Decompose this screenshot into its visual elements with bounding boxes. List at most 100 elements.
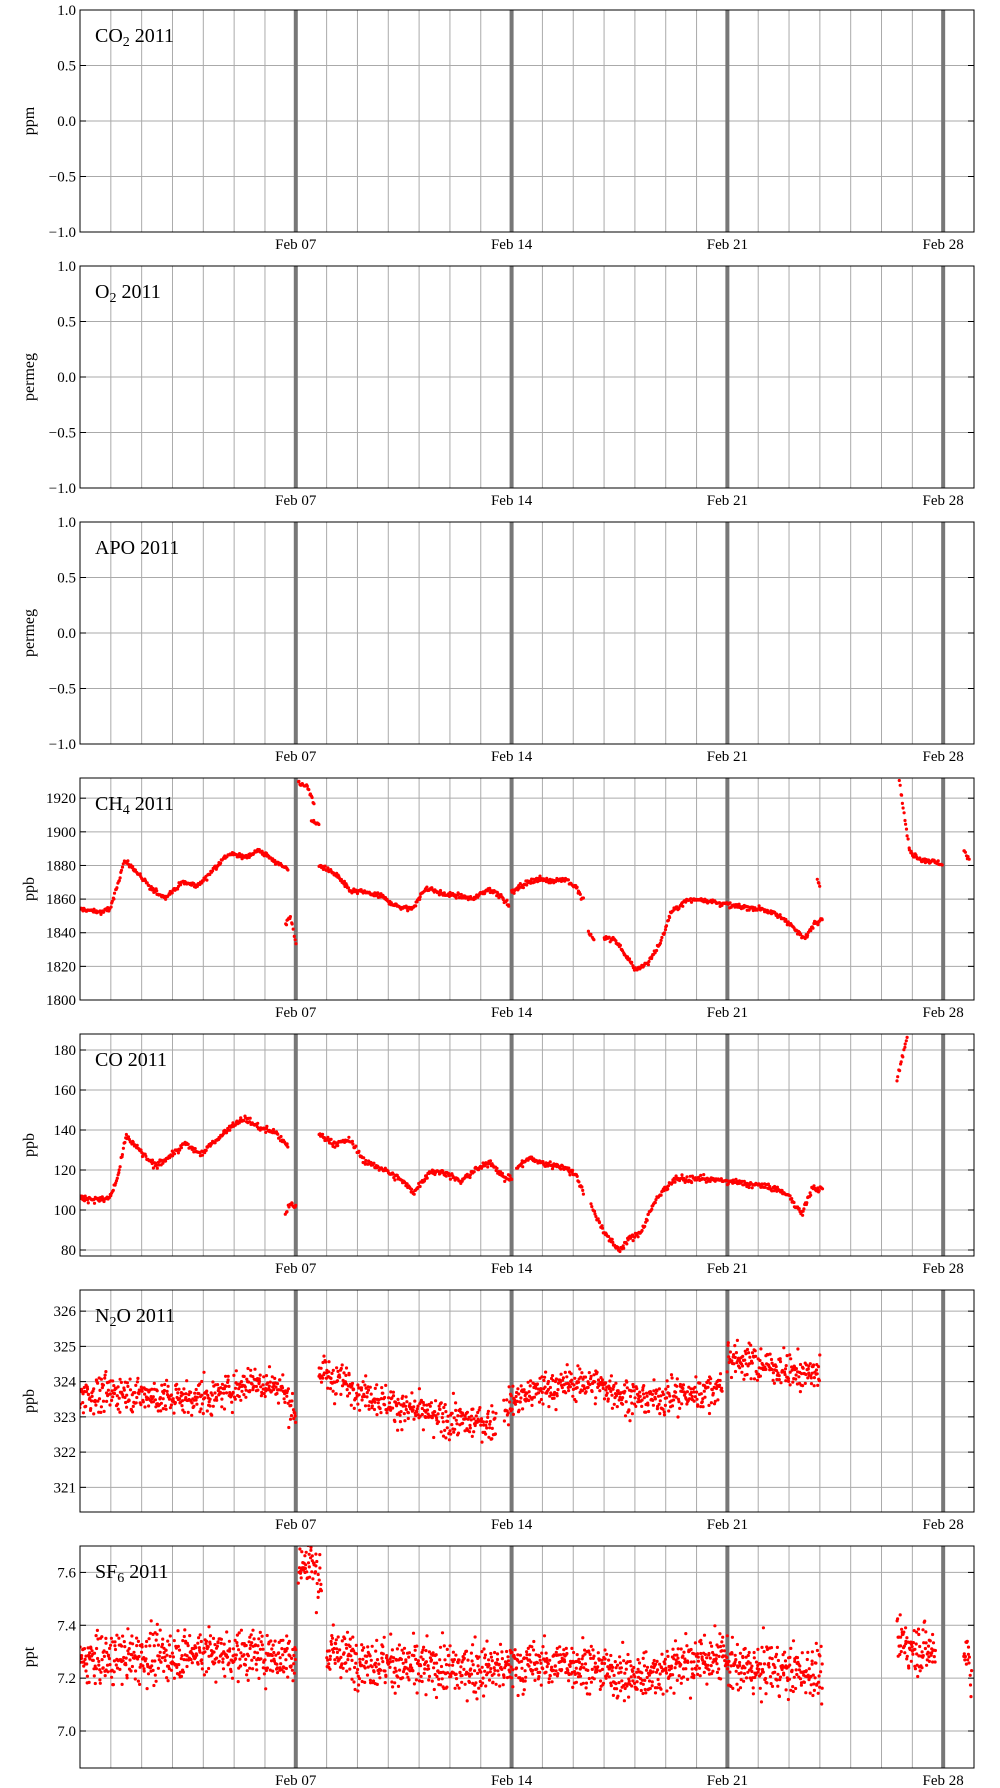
- data-point: [107, 1657, 111, 1661]
- data-point: [593, 1661, 598, 1665]
- data-point: [331, 1623, 335, 1627]
- data-point: [368, 1654, 372, 1658]
- data-point: [538, 1654, 542, 1659]
- data-point: [745, 1372, 749, 1377]
- data-point: [415, 1691, 419, 1695]
- data-point: [677, 1400, 681, 1404]
- data-point: [622, 1246, 626, 1250]
- data-point: [135, 1644, 139, 1648]
- data-point: [766, 1182, 771, 1186]
- data-point: [422, 1645, 426, 1649]
- data-point: [701, 1405, 705, 1409]
- data-point: [96, 1381, 100, 1385]
- data-point: [235, 1633, 239, 1637]
- data-point: [509, 1665, 513, 1669]
- data-point: [354, 1643, 358, 1647]
- data-point: [614, 1682, 618, 1686]
- data-point: [344, 1643, 348, 1647]
- data-point: [198, 1382, 202, 1386]
- data-point: [788, 1383, 792, 1387]
- data-point: [178, 1670, 182, 1674]
- data-point: [92, 1667, 96, 1671]
- data-point: [594, 1396, 598, 1400]
- data-point: [290, 922, 294, 926]
- data-point: [230, 1410, 234, 1415]
- data-point: [711, 1391, 715, 1395]
- x-tick-label: Feb 14: [491, 1261, 533, 1277]
- data-point: [408, 1402, 412, 1406]
- y-axis-label: ppb: [21, 1389, 38, 1413]
- data-point: [517, 1392, 521, 1396]
- data-point: [468, 1423, 472, 1427]
- data-point: [730, 1359, 734, 1363]
- data-point: [605, 1672, 610, 1676]
- data-point: [180, 1404, 184, 1408]
- data-point: [415, 1407, 419, 1411]
- data-point: [410, 1391, 414, 1395]
- data-point: [734, 1177, 738, 1181]
- data-point: [271, 1669, 275, 1673]
- data-point: [282, 1670, 286, 1674]
- data-point: [572, 1383, 576, 1387]
- data-point: [247, 1640, 251, 1644]
- data-point: [676, 1397, 681, 1401]
- data-point: [184, 1396, 188, 1400]
- data-point: [458, 1407, 462, 1411]
- data-point: [650, 1207, 654, 1211]
- data-point: [254, 1662, 258, 1666]
- panel-title: O2 2011: [95, 281, 161, 306]
- y-tick-label: 1820: [46, 959, 76, 975]
- data-point: [432, 1687, 436, 1692]
- data-point: [677, 906, 681, 911]
- data-point: [593, 1402, 597, 1406]
- data-point: [539, 1661, 543, 1665]
- data-point: [480, 1665, 484, 1669]
- data-point: [115, 1666, 120, 1670]
- data-point: [103, 1376, 107, 1380]
- data-point: [176, 1644, 180, 1648]
- data-point: [125, 1393, 129, 1397]
- data-point: [285, 1634, 289, 1638]
- data-point: [626, 1238, 630, 1242]
- data-point: [641, 1682, 645, 1686]
- data-point: [80, 1656, 84, 1660]
- data-point: [801, 1213, 805, 1217]
- data-point: [112, 897, 116, 901]
- data-point: [202, 1673, 206, 1677]
- data-point: [255, 1668, 259, 1672]
- y-tick-label: −1.0: [49, 225, 76, 241]
- y-tick-label: 160: [54, 1083, 77, 1099]
- data-point: [568, 1664, 572, 1668]
- data-point: [905, 1035, 909, 1039]
- x-tick-label: Feb 28: [923, 1261, 964, 1277]
- data-point: [177, 1663, 181, 1667]
- data-point: [210, 1652, 214, 1656]
- data-point: [581, 1192, 586, 1196]
- x-tick-label: Feb 07: [275, 749, 317, 765]
- data-point: [253, 1643, 258, 1647]
- data-point: [345, 1388, 349, 1392]
- data-point: [233, 1397, 237, 1401]
- data-point: [389, 1390, 393, 1394]
- data-point: [737, 902, 741, 906]
- data-point: [624, 1667, 628, 1671]
- data-point: [163, 1404, 167, 1408]
- data-point: [441, 1434, 446, 1438]
- data-point: [163, 1658, 167, 1663]
- data-point: [816, 1365, 821, 1369]
- data-point: [374, 1665, 378, 1669]
- data-point: [352, 1406, 356, 1410]
- data-point: [350, 1139, 354, 1143]
- data-point: [400, 1428, 404, 1432]
- data-point: [332, 1646, 336, 1651]
- data-point: [454, 1401, 458, 1405]
- y-tick-label: −0.5: [49, 682, 76, 698]
- data-point: [271, 1127, 276, 1132]
- data-point: [370, 1644, 374, 1648]
- data-point: [220, 1382, 224, 1386]
- data-point: [194, 1646, 198, 1650]
- data-point: [257, 1377, 261, 1381]
- data-point: [265, 1633, 269, 1638]
- data-point: [226, 1374, 230, 1378]
- data-point: [556, 1672, 560, 1676]
